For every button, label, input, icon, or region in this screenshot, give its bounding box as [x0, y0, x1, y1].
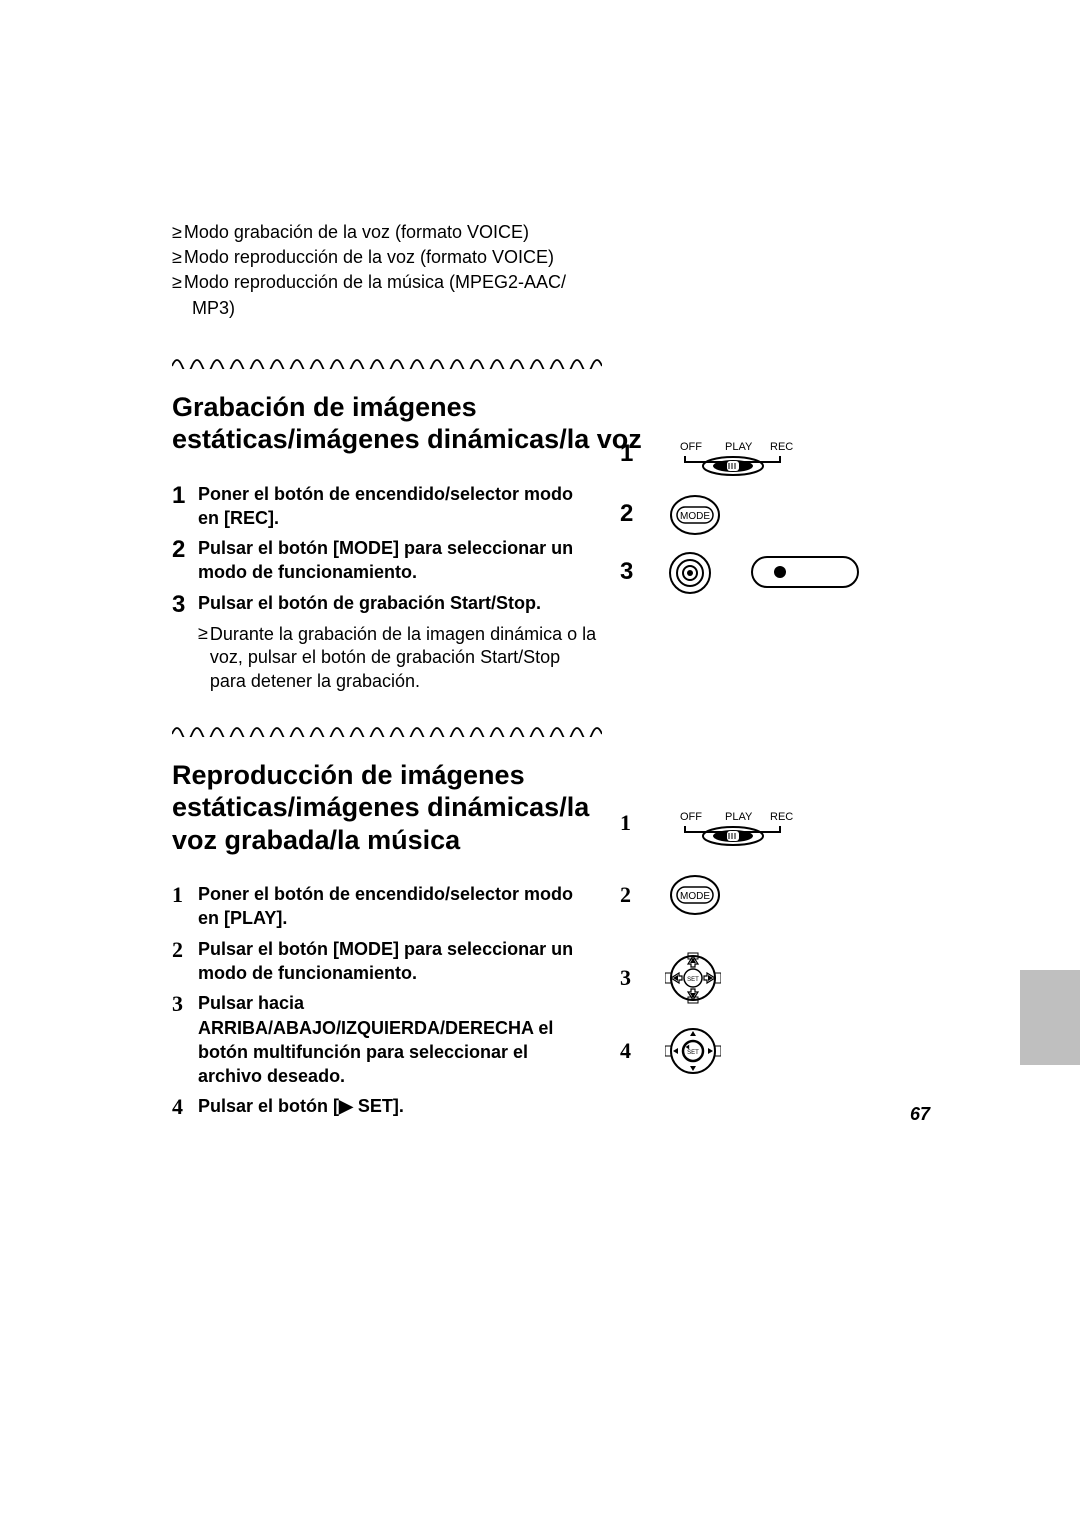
- record-button-icon: [750, 555, 860, 596]
- shutter-lens-icon: [665, 550, 715, 601]
- recording-illustrations: 1 OFF PLAY REC 2 MODE 3: [620, 440, 920, 620]
- step-text: Poner el botón de encendido/selector mod…: [198, 882, 597, 931]
- switch-rec-label: REC: [770, 441, 793, 453]
- mode-label: MODE: [680, 891, 710, 902]
- step-number: 2: [172, 937, 198, 986]
- set-label: SET: [687, 977, 699, 983]
- step-item: 1 Poner el botón de encendido/selector m…: [172, 482, 597, 531]
- step-text: Pulsar el botón [▶ SET].: [198, 1094, 597, 1118]
- section-title-recording: Grabación de imágenes estáticas/imágenes…: [172, 391, 642, 456]
- bullet-dot-icon: ≥: [172, 270, 182, 295]
- section-title-playback: Reproducción de imágenes estáticas/imáge…: [172, 759, 612, 856]
- step-text: Poner el botón de encendido/selector mod…: [198, 482, 597, 531]
- recording-steps: 1 Poner el botón de encendido/selector m…: [172, 482, 597, 693]
- step-number-badge: 3: [620, 558, 633, 586]
- set-label: SET: [687, 1050, 699, 1056]
- playback-steps: 1 Poner el botón de encendido/selector m…: [172, 882, 597, 1119]
- step-item: 4 Pulsar el botón [▶ SET].: [172, 1094, 597, 1118]
- decorative-divider-icon: [172, 719, 602, 737]
- document-page: ≥ Modo grabación de la voz (formato VOIC…: [0, 0, 1080, 1185]
- bullet-text: Modo reproducción de la voz (formato VOI…: [184, 245, 682, 270]
- step-number: 3: [172, 991, 198, 1088]
- list-item: ≥ Modo reproducción de la música (MPEG2-…: [172, 270, 682, 295]
- step-number: 4: [172, 1094, 198, 1118]
- step-number-badge: 1: [620, 810, 631, 836]
- bullet-text: Modo reproducción de la música (MPEG2-AA…: [184, 270, 682, 295]
- mode-button-icon: MODE: [665, 492, 725, 543]
- step-item: 3 Pulsar hacia ARRIBA/ABAJO/IZQUIERDA/DE…: [172, 991, 597, 1088]
- step-item: 2 Pulsar el botón [MODE] para selecciona…: [172, 536, 597, 585]
- page-edge-tab: [1020, 970, 1080, 1065]
- step-text: Pulsar el botón [MODE] para seleccionar …: [198, 536, 597, 585]
- power-switch-icon: OFF PLAY REC: [665, 808, 805, 853]
- bullet-text: MP3): [192, 296, 682, 321]
- bullet-dot-icon: ≥: [172, 245, 182, 270]
- step-note: ≥ Durante la grabación de la imagen diná…: [172, 623, 597, 693]
- list-item: ≥ Modo grabación de la voz (formato VOIC…: [172, 220, 682, 245]
- mode-button-icon: MODE: [665, 872, 725, 923]
- step-item: 1 Poner el botón de encendido/selector m…: [172, 882, 597, 931]
- bullet-dot-icon: ≥: [198, 623, 208, 693]
- switch-rec-label: REC: [770, 811, 793, 823]
- switch-off-label: OFF: [680, 811, 702, 823]
- step-text: Pulsar hacia ARRIBA/ABAJO/IZQUIERDA/DERE…: [198, 991, 597, 1088]
- switch-play-label: PLAY: [725, 811, 753, 823]
- step-number-badge: 3: [620, 965, 631, 991]
- step-text: Pulsar el botón [MODE] para seleccionar …: [198, 937, 597, 986]
- step-number-badge: 4: [620, 1038, 631, 1064]
- bullet-text: Modo grabación de la voz (formato VOICE): [184, 220, 682, 245]
- multifunction-dpad-icon: SET: [665, 950, 721, 1011]
- step-text: Pulsar el botón de grabación Start/Stop.: [198, 591, 597, 617]
- note-text: Durante la grabación de la imagen dinámi…: [210, 623, 597, 693]
- step-number-badge: 2: [620, 882, 631, 908]
- step-number-badge: 2: [620, 500, 633, 528]
- decorative-divider-icon: [172, 351, 602, 369]
- step-number: 1: [172, 882, 198, 931]
- switch-play-label: PLAY: [725, 441, 753, 453]
- playback-illustrations: 1 OFF PLAY REC 2 MODE 3: [620, 810, 920, 1150]
- step-number: 3: [172, 591, 198, 617]
- list-item: ≥ Modo reproducción de la voz (formato V…: [172, 245, 682, 270]
- set-button-dpad-icon: SET: [665, 1023, 721, 1084]
- mode-bullet-list: ≥ Modo grabación de la voz (formato VOIC…: [172, 220, 682, 321]
- step-item: 3 Pulsar el botón de grabación Start/Sto…: [172, 591, 597, 617]
- switch-off-label: OFF: [680, 441, 702, 453]
- step-item: 2 Pulsar el botón [MODE] para selecciona…: [172, 937, 597, 986]
- power-switch-icon: OFF PLAY REC: [665, 438, 805, 483]
- step-number-badge: 1: [620, 440, 633, 468]
- bullet-dot-icon: ≥: [172, 220, 182, 245]
- page-number: 67: [910, 1104, 930, 1125]
- step-number: 1: [172, 482, 198, 531]
- mode-label: MODE: [680, 511, 710, 522]
- step-number: 2: [172, 536, 198, 585]
- list-item: MP3): [172, 296, 682, 321]
